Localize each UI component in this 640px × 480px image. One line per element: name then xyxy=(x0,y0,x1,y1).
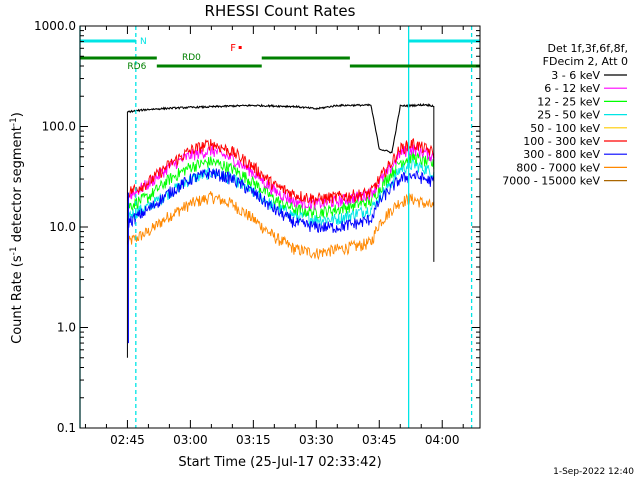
legend-label: 300 - 800 keV xyxy=(523,148,600,161)
state-label-f: F xyxy=(230,43,236,54)
footer-date: 1-Sep-2022 12:40 xyxy=(553,467,634,477)
state-label-rd6: RD6 xyxy=(127,62,146,72)
y-axis-label: Count Rate (s-1 detector segment-1) xyxy=(9,112,25,344)
series-line xyxy=(126,138,435,207)
y-tick-label: 0.1 xyxy=(57,421,76,435)
chart-title: RHESSI Count Rates xyxy=(205,2,356,20)
state-label-n: N xyxy=(140,37,147,47)
legend-header: FDecim 2, Att 0 xyxy=(543,55,628,68)
legend-label: 50 - 100 keV xyxy=(530,122,600,135)
x-tick-label: 02:45 xyxy=(110,433,145,447)
x-tick-label: 03:45 xyxy=(362,433,397,447)
legend-label: 7000 - 15000 keV xyxy=(502,175,600,188)
y-tick-label: 1.0 xyxy=(57,321,76,335)
legend-label: 25 - 50 keV xyxy=(537,109,600,122)
y-tick-label: 100.0 xyxy=(42,120,76,134)
x-tick-label: 04:00 xyxy=(425,433,460,447)
legend-header: Det 1f,3f,6f,8f, xyxy=(547,42,628,55)
legend-label: 800 - 7000 keV xyxy=(516,161,600,174)
x-tick-label: 03:30 xyxy=(299,433,334,447)
x-tick-label: 03:00 xyxy=(173,433,208,447)
series-layer xyxy=(126,102,435,358)
x-axis-label: Start Time (25-Jul-17 02:33:42) xyxy=(178,455,381,470)
plot-frame xyxy=(79,25,481,429)
x-tick-label: 03:15 xyxy=(236,433,271,447)
y-tick-label: 10.0 xyxy=(49,220,76,234)
legend-label: 6 - 12 keV xyxy=(544,82,600,95)
legend-label: 12 - 25 keV xyxy=(537,95,600,108)
series-line xyxy=(126,191,435,261)
state-marker-f xyxy=(238,46,242,49)
legend: Det 1f,3f,6f,8f,FDecim 2, Att 03 - 6 keV… xyxy=(502,42,628,188)
axes: 0.1 1.0 10.0 100.0 1000.0 02:45 03:00 03:15 03:3… xyxy=(34,19,481,447)
series-line xyxy=(127,102,434,154)
legend-label: 100 - 300 keV xyxy=(523,135,600,148)
attenuator-states: N RD6 RD0 F xyxy=(79,26,480,428)
state-label-rd0: RD0 xyxy=(182,53,201,63)
y-tick-label: 1000.0 xyxy=(34,19,76,33)
legend-label: 3 - 6 keV xyxy=(551,69,600,82)
series-line xyxy=(126,168,435,234)
